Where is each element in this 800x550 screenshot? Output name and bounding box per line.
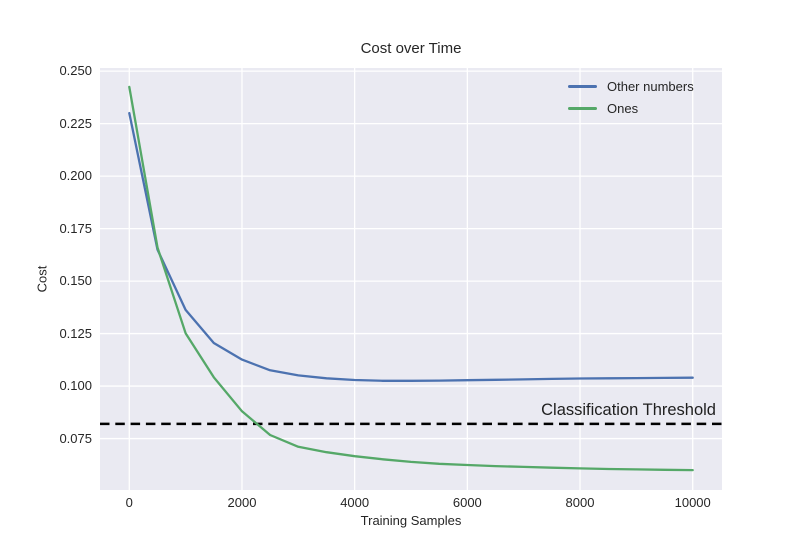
plot-area: Classification Threshold Other numbers O… bbox=[100, 68, 722, 490]
threshold-annotation: Classification Threshold bbox=[541, 400, 716, 419]
y-tick-label: 0.100 bbox=[59, 378, 92, 394]
series-line-other-numbers bbox=[128, 111, 694, 382]
x-tick-label: 10000 bbox=[674, 495, 711, 510]
legend-item-other-numbers: Other numbers bbox=[568, 75, 694, 97]
series-line-ones bbox=[128, 85, 694, 472]
y-tick-label: 0.150 bbox=[59, 273, 92, 289]
legend-label-other-numbers: Other numbers bbox=[607, 78, 694, 94]
legend-line-ones-icon bbox=[568, 106, 597, 110]
x-tick-label: 8000 bbox=[565, 495, 595, 510]
legend: Other numbers Ones bbox=[568, 75, 694, 119]
y-tick-label: 0.200 bbox=[59, 168, 92, 184]
y-tick-label: 0.075 bbox=[59, 430, 92, 446]
x-tick-label: 6000 bbox=[452, 495, 482, 510]
legend-item-ones: Ones bbox=[568, 97, 694, 119]
x-tick-label: 0 bbox=[125, 495, 133, 510]
legend-label-ones: Ones bbox=[607, 100, 639, 116]
y-tick-label: 0.225 bbox=[59, 115, 92, 131]
x-tick-label: 4000 bbox=[340, 495, 370, 510]
plot-canvas bbox=[100, 68, 722, 490]
y-tick-label: 0.175 bbox=[59, 220, 92, 236]
y-tick-label: 0.125 bbox=[59, 325, 92, 341]
x-axis-label: Training Samples bbox=[360, 513, 462, 528]
legend-line-other-numbers-icon bbox=[568, 84, 597, 88]
y-tick-label: 0.250 bbox=[59, 63, 92, 79]
x-tick-label: 2000 bbox=[227, 495, 257, 510]
chart-title: Cost over Time bbox=[360, 40, 462, 57]
